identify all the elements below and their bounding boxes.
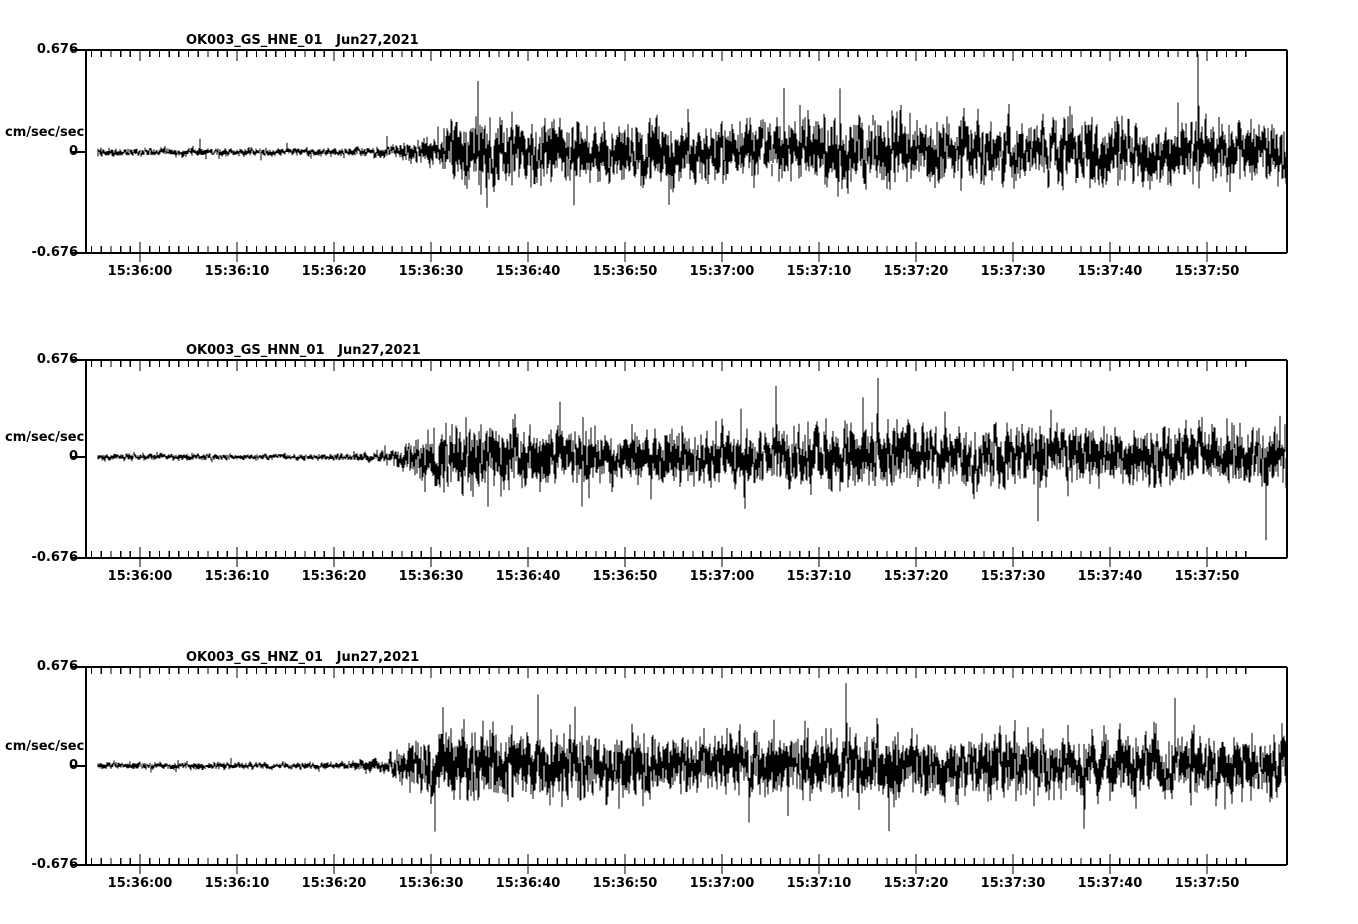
x-tick-label: 15:36:10 (204, 569, 270, 584)
y-tick-label-zero: 0 (68, 758, 78, 773)
x-tick-label: 15:37:00 (689, 264, 755, 279)
x-tick-label: 15:37:20 (883, 569, 949, 584)
x-tick-label: 15:37:40 (1077, 264, 1143, 279)
x-tick-label: 15:37:00 (689, 569, 755, 584)
x-tick-label: 15:36:40 (495, 876, 561, 891)
x-tick-label: 15:36:00 (107, 876, 173, 891)
x-tick-label: 15:37:40 (1077, 569, 1143, 584)
x-tick-label: 15:36:00 (107, 569, 173, 584)
x-tick-label: 15:37:00 (689, 876, 755, 891)
x-tick-label: 15:36:40 (495, 264, 561, 279)
y-tick-label-max: 0.676 (36, 352, 78, 367)
x-tick-label: 15:37:50 (1174, 876, 1240, 891)
y-tick-label-zero: 0 (68, 449, 78, 464)
x-tick-label: 15:37:10 (786, 264, 852, 279)
x-tick-label: 15:36:50 (592, 569, 658, 584)
x-tick-label: 15:37:30 (980, 876, 1046, 891)
y-axis-unit-label: cm/sec/sec (5, 125, 85, 140)
y-axis-unit-label: cm/sec/sec (5, 430, 85, 445)
x-tick-label: 15:36:20 (301, 264, 367, 279)
x-tick-label: 15:37:10 (786, 569, 852, 584)
x-tick-label: 15:37:30 (980, 569, 1046, 584)
x-tick-label: 15:36:50 (592, 876, 658, 891)
panel-title: OK003_GS_HNZ_01 Jun27,2021 (186, 650, 420, 665)
x-tick-label: 15:37:10 (786, 876, 852, 891)
waveform-trace (97, 683, 1287, 832)
y-tick-label-max: 0.676 (36, 42, 78, 57)
x-tick-label: 15:37:50 (1174, 569, 1240, 584)
waveform-trace (97, 54, 1287, 208)
x-tick-label: 15:36:10 (204, 264, 270, 279)
x-tick-label: 15:36:30 (398, 569, 464, 584)
y-axis-unit-label: cm/sec/sec (5, 739, 85, 754)
x-tick-label: 15:37:20 (883, 876, 949, 891)
x-tick-label: 15:36:10 (204, 876, 270, 891)
y-tick-label-min: -0.676 (31, 550, 78, 565)
y-tick-label-zero: 0 (68, 144, 78, 159)
y-tick-label-max: 0.676 (36, 659, 78, 674)
y-tick-label-min: -0.676 (31, 857, 78, 872)
x-tick-label: 15:36:30 (398, 264, 464, 279)
panel-title: OK003_GS_HNN_01 Jun27,2021 (186, 343, 421, 358)
waveform-trace (97, 378, 1287, 541)
x-tick-label: 15:36:30 (398, 876, 464, 891)
y-tick-label-min: -0.676 (31, 245, 78, 260)
x-tick-label: 15:36:00 (107, 264, 173, 279)
x-tick-label: 15:36:20 (301, 876, 367, 891)
x-tick-label: 15:37:50 (1174, 264, 1240, 279)
x-tick-label: 15:37:40 (1077, 876, 1143, 891)
x-tick-label: 15:37:20 (883, 264, 949, 279)
x-tick-label: 15:36:40 (495, 569, 561, 584)
x-tick-label: 15:36:20 (301, 569, 367, 584)
panel-title: OK003_GS_HNE_01 Jun27,2021 (186, 33, 419, 48)
x-tick-label: 15:36:50 (592, 264, 658, 279)
x-tick-label: 15:37:30 (980, 264, 1046, 279)
